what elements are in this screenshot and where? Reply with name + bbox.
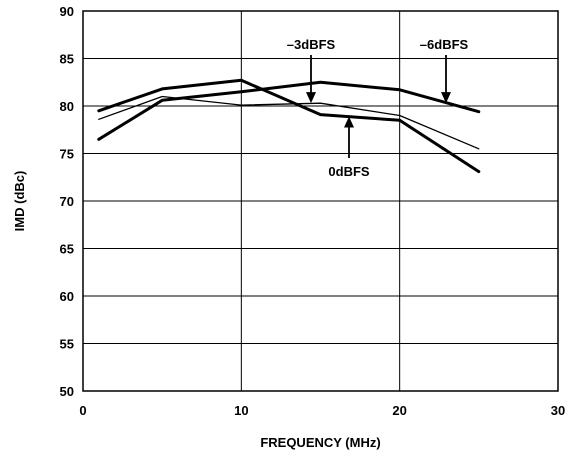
series-layer [97,78,481,174]
y-tick-label: 85 [60,52,74,67]
tick-label-layer: 50 55 60 65 70 75 80 85 90 0 10 20 30 [60,4,566,418]
y-tick-label: 90 [60,4,74,19]
x-tick-label: 0 [79,403,86,418]
annotation-arrow-head [306,92,316,104]
y-axis-label: IMD (dBc) [12,171,27,232]
x-tick-label: 30 [551,403,565,418]
y-tick-label: 75 [60,147,74,162]
plot-frame [82,10,559,392]
x-tick-label: 20 [392,403,406,418]
annotation-label: 0dBFS [328,164,370,179]
grid-layer [83,11,558,391]
y-tick-label: 70 [60,194,74,209]
y-tick-label: 55 [60,337,74,352]
y-tick-label: 50 [60,384,74,399]
series-line [97,78,481,174]
annotation-arrow-head [441,92,451,104]
annotation-label: –6dBFS [420,37,469,52]
annotation-label: –3dBFS [287,37,336,52]
y-tick-label: 60 [60,289,74,304]
y-tick-label: 80 [60,99,74,114]
x-tick-label: 10 [234,403,248,418]
annotation-arrow-head [344,116,354,128]
y-tick-label: 65 [60,242,74,257]
series-line [98,95,480,150]
annotation-layer: –3dBFS –6dBFS 0dBFS [287,37,469,179]
series-line [97,80,481,141]
x-axis-label: FREQUENCY (MHz) [260,435,380,450]
